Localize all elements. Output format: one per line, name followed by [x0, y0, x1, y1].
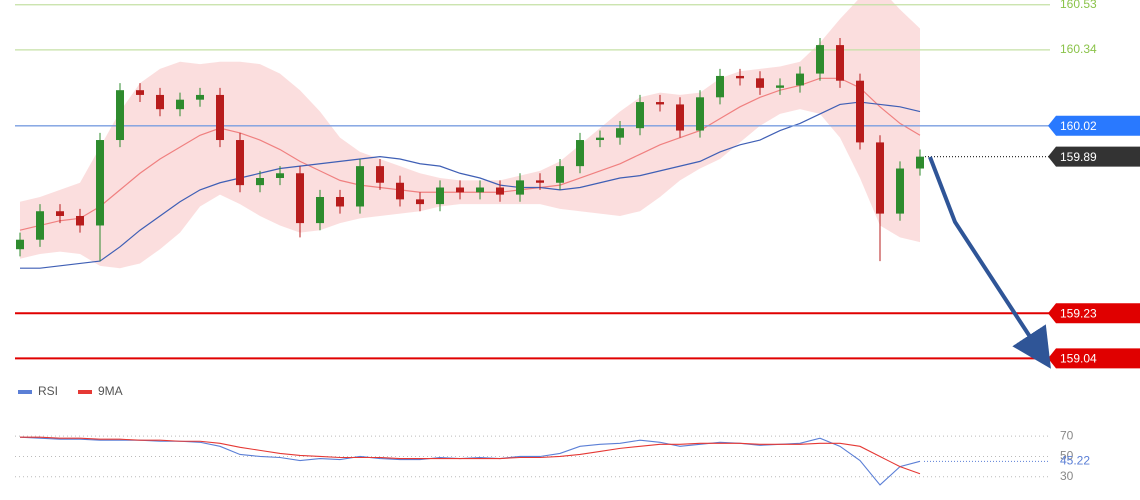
candle-body — [896, 168, 904, 214]
level-label: 159.04 — [1060, 352, 1097, 366]
candle-body — [496, 187, 504, 195]
candle-body — [656, 102, 664, 105]
candle-body — [56, 211, 64, 216]
level-labels: 160.53 160.34 160.02 159.89 159.23 159.04 — [1048, 0, 1140, 369]
candle-body — [216, 94, 224, 141]
candle-body — [616, 128, 624, 138]
candle-body — [296, 173, 304, 224]
candle-body — [856, 80, 864, 143]
level-label-box — [1048, 303, 1140, 324]
candle-body — [116, 90, 124, 141]
legend-label: RSI — [38, 384, 58, 398]
candle-body — [556, 166, 564, 183]
moving-average — [20, 101, 921, 269]
candle-body — [696, 97, 704, 131]
candle-body — [316, 196, 324, 224]
level-label: 159.89 — [1060, 150, 1097, 164]
candle-body — [136, 90, 144, 95]
y-tick-label: 30 — [1060, 469, 1074, 483]
price-plot — [15, 0, 1050, 360]
level-label: 160.02 — [1060, 119, 1097, 133]
candle-body — [476, 187, 484, 193]
level-label-box — [1048, 115, 1140, 136]
candle-body — [796, 73, 804, 86]
candle-body — [356, 166, 364, 207]
level-label-box — [1048, 146, 1140, 167]
candle-body — [416, 199, 424, 205]
level-label-box — [1048, 348, 1140, 369]
candle-body — [876, 142, 884, 214]
legend-label: 9MA — [98, 384, 123, 398]
candle-body — [836, 45, 844, 81]
forecast-arrow — [928, 156, 1051, 369]
candle-body — [776, 85, 784, 88]
candle-body — [596, 137, 604, 141]
candle-body — [176, 99, 184, 110]
candle-body — [516, 180, 524, 195]
candle-body — [456, 187, 464, 193]
candle-body — [76, 215, 84, 226]
moving-average — [19, 77, 921, 231]
y-tick-label: 50 — [1060, 449, 1074, 463]
candle-body — [36, 211, 44, 240]
candle-body — [376, 166, 384, 183]
candle-body — [916, 156, 924, 169]
candle-body — [196, 94, 204, 100]
candle-body — [576, 140, 584, 167]
bollinger-band — [20, 0, 920, 269]
current-rsi-label: 45.22 — [1060, 454, 1090, 468]
candle-body — [636, 102, 644, 129]
candle-body — [396, 182, 404, 200]
level-label: 160.53 — [1060, 0, 1097, 11]
candle-body — [756, 78, 764, 88]
candle-body — [676, 104, 684, 131]
candle-body — [436, 187, 444, 205]
legend-swatch — [18, 390, 32, 394]
level-label: 159.23 — [1060, 306, 1097, 320]
candle-body — [16, 239, 24, 250]
candle-body — [536, 180, 544, 183]
level-label: 160.34 — [1060, 42, 1097, 56]
rsi-panel: 30 50 70 RSI 9MA 45.22 — [15, 384, 1090, 486]
y-tick-label: 70 — [1060, 428, 1074, 442]
candle-body — [336, 196, 344, 207]
legend-swatch — [78, 390, 92, 394]
candle-body — [156, 94, 164, 110]
candle-body — [276, 173, 284, 179]
candle-body — [736, 75, 744, 79]
candle-body — [236, 140, 244, 186]
candle-body — [256, 178, 264, 186]
candle-body — [716, 75, 724, 98]
candle-body — [816, 45, 824, 74]
rsi-line — [20, 436, 921, 475]
candle-body — [96, 140, 104, 226]
